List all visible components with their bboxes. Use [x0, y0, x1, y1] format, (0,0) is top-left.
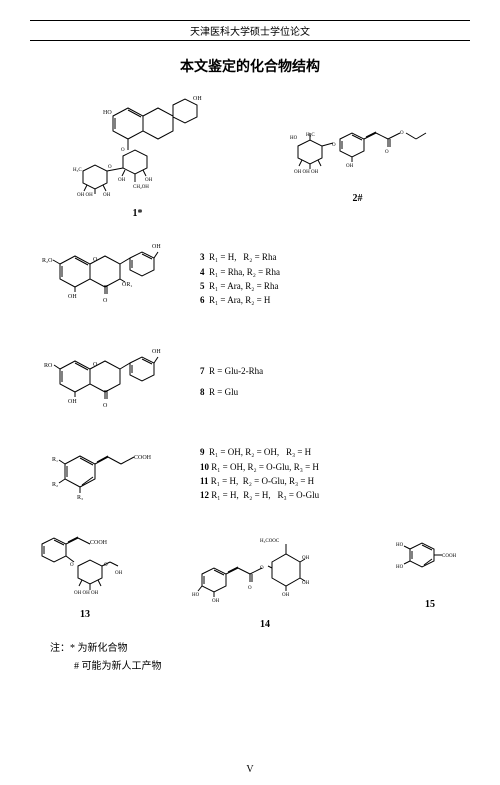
svg-text:O: O: [93, 257, 98, 263]
legend-row-9: 9 R₁ = OH, R₂ = OH, R₃ = H: [200, 445, 319, 459]
row-1: HO OH O CH₂OH OH OH O OH OH: [30, 96, 470, 219]
compound-13: COOH O O OH OH OH OH 13: [30, 524, 140, 620]
compound-14: HO OH O O OH OH OH: [190, 524, 340, 630]
legend-row-10: 10 R₁ = OH, R₂ = O-Glu, R₃ = H: [200, 460, 319, 474]
svg-text:R₂: R₂: [52, 482, 58, 488]
row-2: O O R₂O OH OR₁ OH 3 R₁ = H, R₂ = Rha 4 R…: [30, 234, 470, 324]
legend-row-7: 7 R = Glu-2-Rha: [200, 364, 263, 378]
svg-text:OH: OH: [212, 599, 220, 604]
row-4: R₁ R₂ R₃ COOH 9 R₁ = OH, R₂ = OH, R₃ = H…: [30, 439, 470, 509]
legend-row-11: 11 R₁ = H, R₂ = O-Glu, R₃ = H: [200, 474, 319, 488]
svg-text:O: O: [103, 403, 108, 409]
svg-text:H₂C: H₂C: [306, 133, 315, 138]
structure-scaffold2-icon: O O R₂O OH OR₁ OH: [30, 234, 180, 324]
structure-15-icon: HO HO COOH: [390, 524, 470, 594]
scaffold-2: O O R₂O OH OR₁ OH: [30, 234, 180, 324]
svg-text:OH OH OH: OH OH OH: [294, 170, 319, 175]
svg-text:OH: OH: [115, 571, 123, 576]
svg-text:O: O: [108, 165, 112, 170]
legend-row-12: 12 R₁ = H, R₂ = H, R₃ = O-Glu: [200, 488, 319, 502]
legend-row-5: 5 R₁ = Ara, R₂ = Rha: [200, 279, 280, 293]
svg-text:O: O: [121, 148, 125, 153]
svg-text:R₂O: R₂O: [42, 258, 53, 264]
svg-text:H₃COOC: H₃COOC: [260, 539, 280, 544]
svg-text:OH: OH: [103, 193, 111, 198]
svg-text:R₁: R₁: [52, 457, 58, 463]
row-5: COOH O O OH OH OH OH 13: [30, 524, 470, 630]
svg-text:RO: RO: [44, 363, 53, 369]
svg-text:COOH: COOH: [442, 554, 457, 559]
structure-14-icon: HO OH O O OH OH OH: [190, 524, 340, 614]
page-number: V: [0, 764, 500, 775]
compound-15: HO HO COOH 15: [390, 524, 470, 610]
svg-text:CH₂OH: CH₂OH: [133, 185, 149, 190]
svg-text:OH: OH: [145, 178, 153, 183]
structure-2-icon: HO H₂C OH OH OH O OH: [288, 111, 428, 191]
legend-row-6: 6 R₁ = Ara, R₂ = H: [200, 293, 280, 307]
svg-text:HO: HO: [192, 593, 200, 598]
row-3: O O RO OH OH 7 R = Glu-2-Rha 8 R = Glu: [30, 339, 470, 424]
compound-2-label: 2#: [288, 193, 428, 204]
svg-text:H₃C: H₃C: [73, 168, 82, 173]
svg-text:O: O: [385, 150, 389, 155]
scaffold-3: O O RO OH OH: [30, 339, 180, 424]
svg-text:OH: OH: [346, 164, 354, 169]
legend-row-4: 4 R₁ = Rha, R₂ = Rha: [200, 265, 280, 279]
structure-scaffold3-icon: O O RO OH OH: [30, 339, 180, 424]
notes: 注：* 为新化合物 # 可能为新人工产物: [30, 640, 470, 676]
svg-text:O: O: [248, 586, 252, 591]
svg-text:O: O: [260, 566, 264, 571]
svg-text:OH OH: OH OH: [77, 193, 93, 198]
svg-text:HO: HO: [396, 565, 404, 570]
compound-1: HO OH O CH₂OH OH OH O OH OH: [73, 96, 203, 219]
svg-text:OH: OH: [193, 96, 202, 102]
svg-text:OR₁: OR₁: [122, 282, 132, 288]
scaffold-4: R₁ R₂ R₃ COOH: [30, 439, 180, 509]
svg-text:O: O: [70, 563, 74, 568]
svg-text:O: O: [93, 362, 98, 368]
svg-text:OH OH OH: OH OH OH: [74, 591, 99, 596]
svg-text:OH: OH: [152, 349, 161, 355]
svg-text:OH: OH: [152, 244, 161, 250]
structure-1-icon: HO OH O CH₂OH OH OH O OH OH: [73, 96, 203, 206]
note-1: 注：* 为新化合物: [50, 640, 470, 658]
svg-text:HO: HO: [103, 110, 112, 116]
structure-13-icon: COOH O O OH OH OH OH: [30, 524, 140, 604]
svg-text:O: O: [400, 131, 404, 136]
svg-text:OH: OH: [118, 178, 126, 183]
compound-14-label: 14: [190, 619, 340, 630]
svg-text:O: O: [103, 298, 108, 304]
svg-text:OH: OH: [282, 593, 290, 598]
compound-13-label: 13: [30, 609, 140, 620]
note-2: # 可能为新人工产物: [50, 658, 470, 676]
svg-text:HO: HO: [290, 136, 298, 141]
svg-text:OH: OH: [302, 581, 310, 586]
legend-row-3: 3 R₁ = H, R₂ = Rha: [200, 250, 280, 264]
legend-block3: 7 R = Glu-2-Rha 8 R = Glu: [180, 364, 263, 399]
legend-row-8: 8 R = Glu: [200, 385, 263, 399]
compound-1-label: 1*: [73, 208, 203, 219]
svg-text:OH: OH: [68, 399, 77, 405]
running-header: 天津医科大学硕士学位论文: [30, 20, 470, 41]
legend-block2: 3 R₁ = H, R₂ = Rha 4 R₁ = Rha, R₂ = Rha …: [180, 250, 280, 308]
svg-text:R₃: R₃: [77, 495, 83, 501]
compound-2: HO H₂C OH OH OH O OH: [288, 111, 428, 204]
svg-text:COOH: COOH: [90, 540, 108, 546]
legend-block4: 9 R₁ = OH, R₂ = OH, R₃ = H 10 R₁ = OH, R…: [180, 445, 319, 503]
svg-text:COOH: COOH: [134, 455, 152, 461]
compound-15-label: 15: [390, 599, 470, 610]
structure-scaffold4-icon: R₁ R₂ R₃ COOH: [30, 439, 180, 509]
svg-text:HO: HO: [396, 543, 404, 548]
svg-text:OH: OH: [68, 294, 77, 300]
svg-text:O: O: [332, 143, 336, 148]
page-title: 本文鉴定的化合物结构: [30, 56, 470, 76]
